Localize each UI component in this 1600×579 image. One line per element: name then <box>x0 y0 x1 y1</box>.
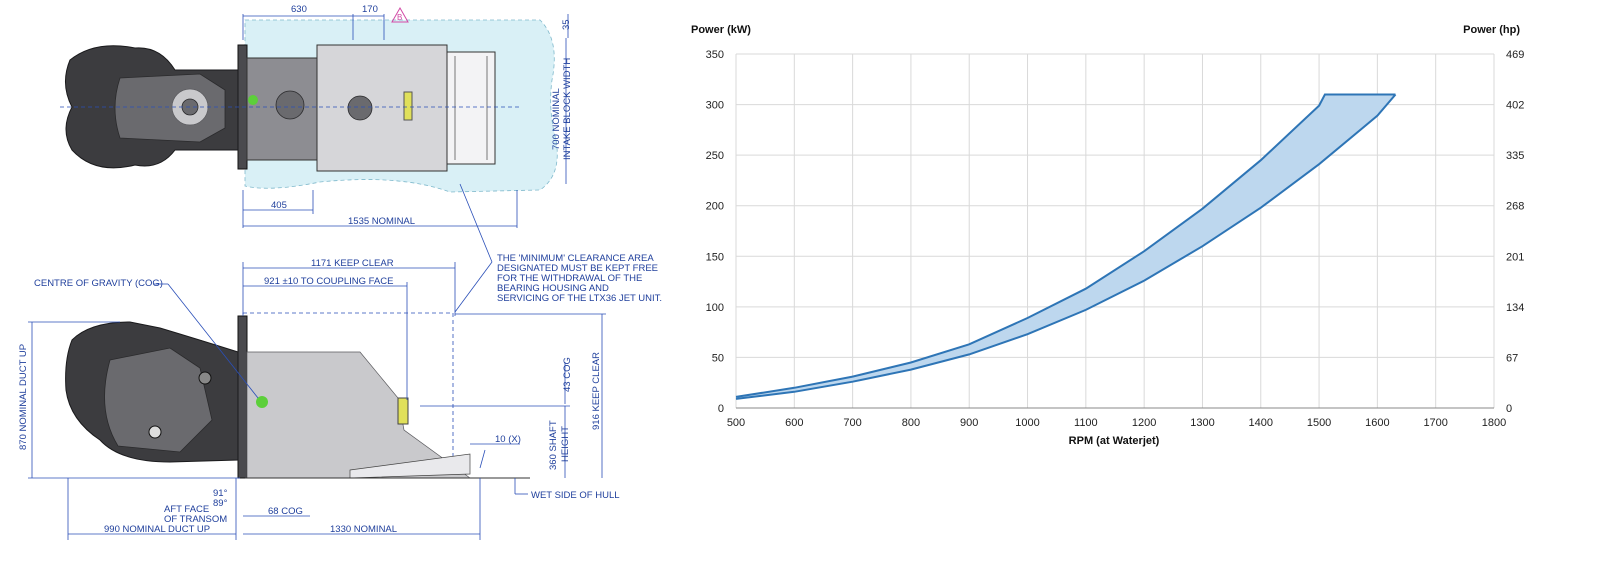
transom-plate-side <box>237 315 248 479</box>
x-tick-label: 1300 <box>1190 417 1214 429</box>
y-left-tick-label: 150 <box>706 251 724 263</box>
chart-grid <box>735 53 1495 409</box>
y-left-tick-label: 50 <box>712 352 724 364</box>
y-right-tick-label: 268 <box>1506 201 1524 213</box>
intake-block-top <box>316 44 448 172</box>
dim-1330: 1330 NOMINAL <box>330 524 397 535</box>
y-left-axis-title: Power (kW) <box>691 24 751 36</box>
dim-68: 68 COG <box>268 506 303 517</box>
y-left-tick-labels: 0 50 100 150 200 250 300 350 <box>706 49 724 415</box>
hinge-side <box>198 371 212 385</box>
dim-870: 870 NOMINAL DUCT UP <box>18 344 29 450</box>
x-tick-label: 1000 <box>1015 417 1039 429</box>
dim-921: 921 ±10 TO COUPLING FACE <box>264 276 393 287</box>
x-axis-title: RPM (at Waterjet) <box>1069 435 1160 447</box>
dim-360-sub: HEIGHT <box>560 426 571 462</box>
x-tick-label: 600 <box>785 417 803 429</box>
dim-170: 170 <box>362 4 378 15</box>
hydraulic-block-top <box>347 95 373 121</box>
x-tick-label: 1200 <box>1132 417 1156 429</box>
intake-grille-side <box>349 453 471 479</box>
dim-360: 360 SHAFT <box>548 420 559 470</box>
y-left-tick-label: 300 <box>706 100 724 112</box>
shaft-coupling-side <box>397 397 409 425</box>
x-tick-label: 1800 <box>1482 417 1506 429</box>
cog-marker-top <box>248 95 258 105</box>
y-right-tick-labels: 0 67 134 201 268 335 402 469 <box>1506 49 1524 415</box>
pivot-pin-side <box>148 425 162 439</box>
x-tick-label: 700 <box>843 417 861 429</box>
y-left-tick-label: 200 <box>706 201 724 213</box>
cog-marker-side <box>256 396 268 408</box>
x-tick-label: 900 <box>960 417 978 429</box>
intake-grille-top <box>446 51 496 165</box>
y-left-tick-label: 100 <box>706 302 724 314</box>
power-curve-chart: 500 600 700 800 900 1000 1100 1200 1300 1400 1500 1… <box>691 24 1524 447</box>
clearance-note: THE 'MINIMUM' CLEARANCE AREA DESIGNATED … <box>497 253 662 304</box>
y-right-tick-label: 469 <box>1506 49 1524 61</box>
note-line-2: DESIGNATED MUST BE KEPT FREE <box>497 263 658 274</box>
y-right-tick-label: 67 <box>1506 352 1518 364</box>
dim-1535: 1535 NOMINAL <box>348 216 415 227</box>
x-tick-label: 500 <box>727 417 745 429</box>
note-line-5: SERVICING OF THE LTX36 JET UNIT. <box>497 293 662 304</box>
dim-700: 700 NOMINAL <box>551 88 562 150</box>
x-tick-label: 1500 <box>1307 417 1331 429</box>
angle-89: 89° <box>213 498 228 509</box>
dim-1171: 1171 KEEP CLEAR <box>311 258 394 269</box>
note-line-3: FOR THE WITHDRAWAL OF THE <box>497 273 642 284</box>
y-left-tick-label: 350 <box>706 49 724 61</box>
x-tick-label: 1100 <box>1074 417 1098 429</box>
aft-face-label: AFT FACE <box>164 504 209 515</box>
revision-marker: B <box>397 13 402 22</box>
x-tick-label: 1700 <box>1423 417 1447 429</box>
dim-405: 405 <box>271 200 287 211</box>
wet-side-label: WET SIDE OF HULL <box>531 490 620 501</box>
dim-43: 43 COG <box>562 357 573 392</box>
power-band-area <box>736 94 1396 399</box>
y-right-tick-label: 134 <box>1506 302 1524 314</box>
y-right-tick-label: 335 <box>1506 150 1524 162</box>
y-right-tick-label: 0 <box>1506 403 1512 415</box>
revision-triangle <box>391 6 409 23</box>
jet-nozzle-top <box>114 73 226 143</box>
side-view-drawing: 1171 KEEP CLEAR 921 ±10 TO COUPLING FACE… <box>18 258 620 540</box>
dim-700-sub: INTAKE BLOCK WIDTH <box>562 58 573 160</box>
cog-leader <box>167 283 259 399</box>
dim-630: 630 <box>291 4 307 15</box>
x-tick-label: 1400 <box>1249 417 1273 429</box>
dim-916: 916 KEEP CLEAR <box>591 352 602 430</box>
aft-face-sub-label: OF TRANSOM <box>164 514 227 525</box>
dim-35: 35 <box>561 19 572 30</box>
y-left-tick-label: 0 <box>718 403 724 415</box>
top-view-drawing: 630 170 B 35 700 NOMINAL INTAKE BLOCK WI… <box>60 4 573 228</box>
note-leader <box>459 183 493 263</box>
y-right-axis-title: Power (hp) <box>1463 24 1520 36</box>
note-line-4: BEARING HOUSING AND <box>497 283 609 294</box>
y-right-tick-label: 201 <box>1506 251 1524 263</box>
power-lower-curve <box>735 93 1397 400</box>
reverse-bucket-side <box>104 347 213 453</box>
dim-990: 990 NOMINAL DUCT UP <box>104 524 210 535</box>
coupling-flange-top <box>275 90 305 120</box>
x-tick-label: 800 <box>902 417 920 429</box>
cog-label: CENTRE OF GRAVITY (COG) <box>34 278 163 289</box>
power-upper-curve <box>735 93 1396 398</box>
note-line-1: THE 'MINIMUM' CLEARANCE AREA <box>497 253 654 264</box>
y-left-tick-label: 250 <box>706 150 724 162</box>
x-tick-label: 1600 <box>1365 417 1389 429</box>
shaft-marker-top <box>403 91 413 121</box>
angle-91: 91° <box>213 488 228 499</box>
dim-10: 10 (X) <box>495 434 521 445</box>
y-right-tick-label: 402 <box>1506 100 1524 112</box>
x-tick-labels: 500 600 700 800 900 1000 1100 1200 1300 1400 1500 1… <box>727 417 1506 429</box>
